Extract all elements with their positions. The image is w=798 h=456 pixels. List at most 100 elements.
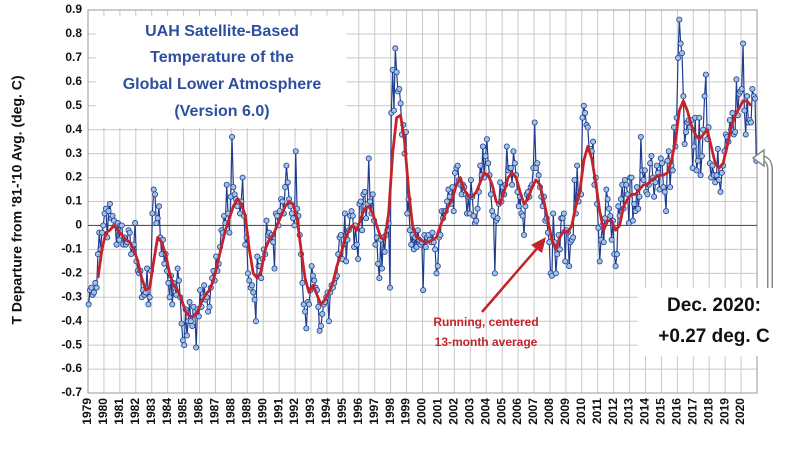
y-tick-label: -0.1 — [61, 242, 82, 256]
data-point — [690, 143, 697, 150]
data-point — [582, 109, 589, 116]
data-point — [349, 212, 356, 219]
data-point — [302, 308, 309, 315]
data-point — [186, 299, 193, 306]
data-point — [483, 136, 490, 143]
data-point — [106, 200, 113, 207]
data-point — [714, 145, 721, 152]
x-tick-label: 2012 — [606, 398, 620, 425]
data-point — [608, 236, 615, 243]
data-point — [679, 50, 686, 57]
data-point — [126, 229, 133, 236]
data-point — [628, 174, 635, 181]
data-point — [379, 265, 386, 272]
x-tick-label: 1984 — [160, 398, 174, 425]
data-point — [709, 162, 716, 169]
data-point — [422, 243, 429, 250]
y-tick-label: 0.2 — [65, 170, 82, 184]
data-point — [491, 270, 498, 277]
data-point — [386, 284, 393, 291]
y-tick-label: -0.5 — [61, 337, 82, 351]
title-line: UAH Satellite-Based — [145, 23, 299, 40]
y-tick-label: -0.6 — [61, 361, 82, 375]
x-tick-label: 1995 — [335, 398, 349, 425]
data-point — [617, 196, 624, 203]
data-point — [381, 248, 388, 255]
data-point — [640, 176, 647, 183]
data-point — [154, 215, 161, 222]
data-point — [741, 107, 748, 114]
x-tick-label: 2002 — [447, 398, 461, 425]
x-tick-label: 1993 — [303, 398, 317, 425]
data-point — [408, 241, 415, 248]
data-point — [90, 289, 97, 296]
data-point — [450, 208, 457, 215]
data-point — [93, 284, 100, 291]
x-tick-label: 1983 — [144, 398, 158, 425]
data-point — [485, 160, 492, 167]
data-point — [197, 287, 204, 294]
data-point — [701, 93, 708, 100]
data-point — [675, 54, 682, 61]
data-point — [494, 215, 501, 222]
annotation-arrow — [481, 244, 541, 313]
data-point — [669, 167, 676, 174]
x-tick-label: 1998 — [383, 398, 397, 425]
x-tick-label: 2003 — [462, 398, 476, 425]
data-point — [290, 215, 297, 222]
data-point — [315, 303, 322, 310]
x-tick-label: 2011 — [590, 398, 604, 424]
data-point — [732, 129, 739, 136]
y-tick-label: -0.4 — [61, 313, 82, 327]
data-point — [355, 255, 362, 262]
data-point — [337, 232, 344, 239]
data-point — [392, 45, 399, 52]
data-point — [744, 93, 751, 100]
y-tick-label: -0.7 — [61, 385, 82, 399]
data-point — [566, 263, 573, 270]
data-point — [390, 107, 397, 114]
data-point — [740, 40, 747, 47]
data-point — [590, 138, 597, 145]
data-point — [660, 184, 667, 191]
data-point — [511, 160, 518, 167]
data-point — [166, 294, 173, 301]
data-point — [325, 318, 332, 325]
data-point — [507, 164, 514, 171]
data-point — [251, 296, 258, 303]
data-point — [519, 212, 526, 219]
y-tick-label: 0.4 — [65, 122, 82, 136]
data-point — [648, 153, 655, 160]
x-tick-label: 1985 — [176, 398, 190, 425]
data-point — [680, 93, 687, 100]
x-tick-label: 1982 — [128, 398, 142, 425]
data-point — [183, 332, 190, 339]
data-point — [696, 114, 703, 121]
data-point — [396, 85, 403, 92]
data-point — [92, 279, 99, 286]
data-point — [749, 85, 756, 92]
data-point — [698, 153, 705, 160]
data-point — [752, 95, 759, 102]
data-point — [636, 193, 643, 200]
data-point — [477, 162, 484, 169]
data-point — [244, 270, 251, 277]
data-point — [559, 215, 566, 222]
data-point — [605, 205, 612, 212]
data-point — [615, 203, 622, 210]
x-tick-label: 2001 — [431, 398, 445, 425]
data-point — [205, 308, 212, 315]
x-tick-label: 2006 — [510, 398, 524, 425]
data-point — [682, 129, 689, 136]
data-point — [697, 172, 704, 179]
x-tick-label: 1999 — [399, 398, 413, 425]
data-point — [717, 188, 724, 195]
data-point — [467, 176, 474, 183]
data-point — [550, 210, 557, 217]
data-point — [226, 229, 233, 236]
data-point — [279, 198, 286, 205]
x-tick-label: 2018 — [701, 398, 715, 425]
x-tick-label: 1991 — [271, 398, 285, 425]
data-point — [534, 160, 541, 167]
data-point — [641, 167, 648, 174]
